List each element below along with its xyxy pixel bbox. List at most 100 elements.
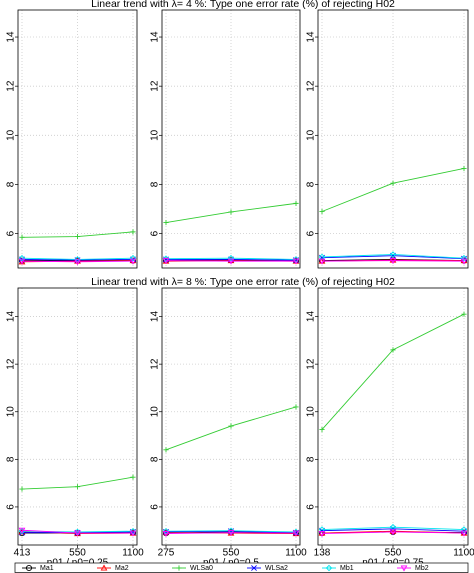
data-point — [319, 426, 325, 433]
data-point — [389, 251, 397, 258]
data-point — [18, 258, 26, 265]
data-point — [461, 165, 467, 172]
legend-label: WLSa0 — [190, 565, 213, 572]
data-point — [293, 404, 299, 410]
data-point — [228, 423, 234, 429]
x-tick-label: 1100 — [453, 548, 474, 559]
data-point — [292, 530, 300, 537]
legend-marker — [325, 564, 333, 572]
y-tick-label: 10 — [150, 406, 161, 418]
data-point — [129, 530, 137, 537]
legend-label: Ma2 — [115, 565, 129, 572]
data-point — [318, 529, 326, 536]
x-tick-label: 275 — [158, 548, 175, 559]
series-line — [21, 260, 134, 263]
legend-marker — [25, 564, 33, 572]
data-point — [19, 234, 25, 240]
legend-label: WLSa2 — [265, 565, 288, 572]
x-tick-label: 1100 — [285, 548, 307, 559]
panel-frame — [17, 9, 138, 269]
y-tick-label: 12 — [6, 358, 17, 370]
data-point — [318, 258, 326, 265]
data-point — [292, 256, 300, 263]
panel-frame — [17, 287, 138, 546]
y-tick-label: 8 — [306, 181, 317, 187]
data-point — [130, 229, 136, 235]
y-tick-label: 10 — [306, 406, 317, 418]
y-tick-label: 12 — [306, 358, 317, 370]
data-point — [389, 529, 397, 536]
y-tick-label: 14 — [150, 311, 161, 323]
y-tick-label: 8 — [6, 181, 17, 187]
data-point — [162, 258, 170, 265]
data-point — [129, 258, 137, 265]
series-line — [21, 529, 133, 534]
data-point — [129, 527, 137, 535]
data-point — [74, 484, 81, 490]
panel-frame — [317, 287, 469, 546]
y-tick-label: 10 — [150, 129, 161, 141]
data-point — [390, 180, 396, 186]
data-point — [163, 219, 169, 226]
y-tick-label: 14 — [150, 31, 161, 43]
data-point — [74, 233, 81, 240]
y-tick-label: 12 — [150, 358, 161, 370]
data-point — [227, 527, 235, 534]
data-point — [19, 486, 25, 492]
x-tick-label: 413 — [14, 548, 31, 559]
y-tick-label: 6 — [150, 504, 161, 510]
y-tick-label: 12 — [6, 80, 17, 92]
data-point — [18, 254, 26, 262]
y-tick-label: 10 — [6, 406, 17, 418]
y-tick-label: 14 — [6, 311, 17, 323]
x-tick-label: 138 — [314, 548, 331, 559]
data-point — [461, 311, 467, 317]
y-tick-label: 8 — [150, 181, 161, 187]
data-point — [129, 254, 137, 262]
legend-label: Ma1 — [40, 565, 54, 572]
data-point — [293, 200, 299, 206]
data-point — [318, 253, 326, 261]
data-point — [319, 208, 325, 215]
legend-label: Mb1 — [340, 565, 354, 572]
data-point — [227, 258, 235, 265]
x-tick-label: 1100 — [122, 548, 144, 559]
y-tick-label: 8 — [6, 456, 17, 462]
row-title: Linear trend with λ= 8 %: Type one error… — [91, 276, 395, 288]
y-tick-label: 6 — [150, 230, 161, 236]
legend-marker — [400, 565, 408, 572]
legend-marker — [251, 565, 257, 571]
series-line — [165, 532, 297, 535]
data-point — [389, 527, 397, 534]
data-point — [18, 527, 26, 534]
data-point — [228, 209, 234, 215]
series-line — [321, 526, 465, 530]
panel-frame — [161, 287, 301, 546]
data-point — [292, 258, 300, 265]
legend-label: Mb2 — [415, 565, 429, 572]
y-tick-label: 6 — [306, 504, 317, 510]
y-tick-label: 14 — [306, 311, 317, 323]
data-point — [74, 259, 81, 266]
data-point — [318, 531, 326, 538]
panel-frame — [317, 9, 469, 269]
series-line — [321, 254, 465, 259]
data-point — [163, 447, 169, 453]
panel-frame — [161, 9, 301, 269]
x-tick-label: 550 — [69, 548, 86, 559]
data-point — [460, 530, 468, 537]
data-point — [318, 526, 326, 533]
legend-marker — [176, 565, 182, 571]
data-point — [389, 258, 397, 265]
y-tick-label: 14 — [306, 31, 317, 43]
x-tick-label: 550 — [223, 548, 240, 559]
data-point — [389, 256, 397, 263]
series-line — [321, 531, 465, 535]
y-tick-label: 14 — [6, 31, 17, 43]
x-tick-label: 550 — [385, 548, 402, 559]
y-tick-label: 10 — [306, 129, 317, 141]
series-line — [165, 257, 297, 260]
